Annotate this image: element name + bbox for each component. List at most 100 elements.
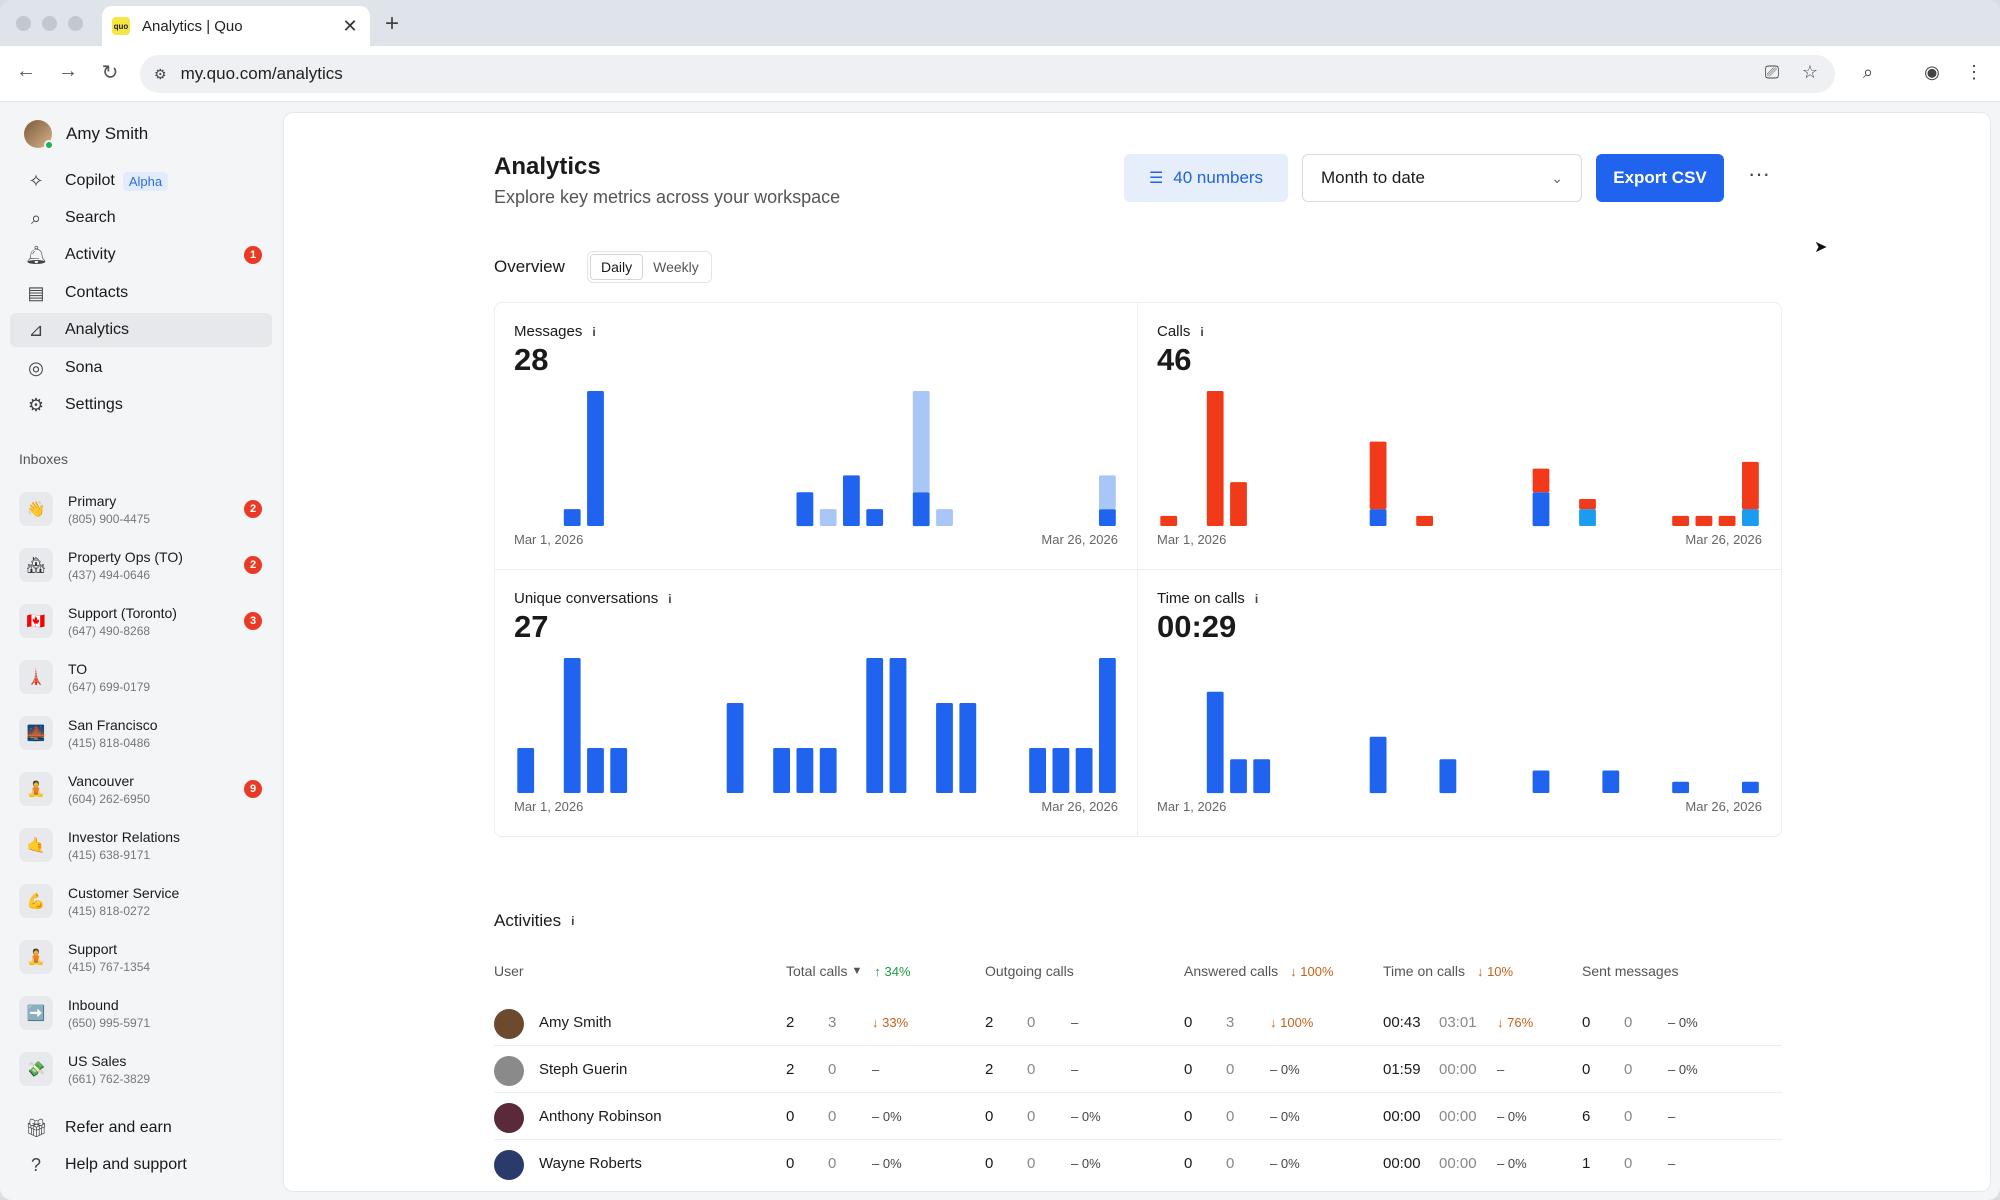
forward-arrow-icon[interactable]: →: [58, 60, 78, 82]
info-icon[interactable]: i: [592, 324, 596, 339]
sidebar-inbox-item[interactable]: 💸 US Sales (661) 762-3829: [10, 1045, 272, 1093]
chart-bar[interactable]: [563, 658, 581, 793]
chart-bar[interactable]: [773, 748, 790, 793]
url-field[interactable]: ⚙ my.quo.com/analytics: [140, 55, 1835, 93]
column-header-outgoing-calls[interactable]: Outgoing calls: [985, 963, 1074, 979]
column-header-total-calls[interactable]: Total calls ▼ ↑ 34%: [786, 963, 911, 979]
chart-bar[interactable]: [1369, 441, 1387, 510]
chart-bar[interactable]: [610, 748, 628, 793]
chart-bar[interactable]: [517, 748, 535, 793]
new-tab-plus-icon[interactable]: +: [385, 10, 400, 37]
column-header-answered-calls[interactable]: Answered calls ↓ 100%: [1184, 963, 1334, 979]
chart-bar[interactable]: [819, 748, 837, 793]
table-row[interactable]: Steph Guerin 2 0 – 2 0 – 0 0 – 0% 01:59 00:00 – 0 0 – 0…: [494, 1047, 1782, 1093]
chart-bar[interactable]: [726, 703, 744, 793]
column-header-sent-messages[interactable]: Sent messages: [1582, 963, 1679, 979]
browser-tab[interactable]: quo Analytics | Quo ✕: [102, 6, 370, 46]
chart-bar[interactable]: [1672, 781, 1689, 794]
sidebar-item-contacts[interactable]: ▤ Contacts: [10, 276, 272, 310]
tab-daily[interactable]: Daily: [590, 254, 644, 280]
sidebar-inbox-item[interactable]: 🏘 Property Ops (TO) (437) 494-0646 2: [10, 541, 272, 589]
chart-bar[interactable]: [1230, 482, 1247, 526]
sidebar-inbox-item[interactable]: 🌉 San Francisco (415) 818-0486: [10, 709, 272, 757]
window-minimize-button[interactable]: [42, 16, 57, 31]
chart-bar[interactable]: [1099, 658, 1116, 793]
chart-bar[interactable]: [1602, 770, 1620, 794]
install-app-icon[interactable]: ⎚: [1764, 62, 1780, 82]
chart-bar[interactable]: [1075, 748, 1093, 793]
chart-bar[interactable]: [936, 509, 953, 526]
chart-bar[interactable]: [889, 658, 907, 793]
back-arrow-icon[interactable]: ←: [16, 60, 36, 82]
date-range-select[interactable]: Month to date ⌄: [1302, 154, 1582, 202]
chart-bar[interactable]: [1029, 748, 1046, 793]
sidebar-item-sona[interactable]: ◎ Sona: [10, 351, 272, 385]
table-row[interactable]: Amy Smith 2 3 ↓ 33% 2 0 – 0 3 ↓ 100% 00:43 03:01 ↓ 7…: [494, 1000, 1782, 1046]
chart-bar[interactable]: [1532, 468, 1550, 493]
bookmark-star-icon[interactable]: ☆: [1801, 62, 1819, 82]
sidebar-inbox-item[interactable]: 🇨🇦 Support (Toronto) (647) 490-8268 3: [10, 597, 272, 645]
tab-search-icon[interactable]: ⌕: [1862, 62, 1874, 82]
window-close-button[interactable]: [16, 16, 31, 31]
chart-bar[interactable]: [1439, 759, 1457, 794]
chart-bar[interactable]: [912, 391, 930, 493]
chart-bar[interactable]: [1672, 515, 1689, 526]
chart-bar[interactable]: [1579, 499, 1596, 510]
sidebar-inbox-item[interactable]: 🧘 Support (415) 767-1354: [10, 933, 272, 981]
current-user[interactable]: Amy Smith: [24, 120, 148, 150]
sidebar-inbox-item[interactable]: 🤙 Investor Relations (415) 638-9171: [10, 821, 272, 869]
chart-bar[interactable]: [796, 748, 814, 793]
chart-bar[interactable]: [1742, 781, 1759, 794]
reload-icon[interactable]: ↻: [101, 62, 119, 84]
sidebar-item-activity[interactable]: 🔔︎ Activity 1: [10, 238, 272, 272]
chart-bar[interactable]: [587, 748, 604, 793]
chart-bar[interactable]: [1742, 509, 1759, 526]
profile-icon[interactable]: ◉: [1924, 62, 1940, 82]
chart-bar[interactable]: [1369, 736, 1387, 794]
sidebar-item-refer[interactable]: 🎁︎ Refer and earn: [10, 1111, 272, 1145]
numbers-filter-button[interactable]: ☰ 40 numbers: [1124, 154, 1288, 202]
chart-bar[interactable]: [1099, 475, 1116, 510]
chart-bar[interactable]: [587, 391, 604, 526]
window-zoom-button[interactable]: [68, 16, 83, 31]
chart-bar[interactable]: [563, 509, 581, 526]
chart-bar[interactable]: [819, 509, 837, 526]
chart-bar[interactable]: [1695, 515, 1713, 526]
tab-weekly[interactable]: Weekly: [653, 259, 699, 275]
info-icon[interactable]: i: [668, 591, 672, 606]
more-options-button[interactable]: ···: [1748, 161, 1770, 186]
chart-bar[interactable]: [1099, 509, 1116, 526]
site-settings-icon[interactable]: ⚙: [154, 65, 167, 82]
chart-bar[interactable]: [1369, 509, 1387, 526]
sidebar-inbox-item[interactable]: ➡️ Inbound (650) 995-5971: [10, 989, 272, 1037]
sidebar-item-help[interactable]: ? Help and support: [10, 1148, 272, 1182]
chart-bar[interactable]: [1579, 509, 1596, 526]
sidebar-inbox-item[interactable]: 🗼 TO (647) 699-0179: [10, 653, 272, 701]
table-row[interactable]: Anthony Robinson 0 0 – 0% 0 0 – 0% 0 0 – 0% 00:00 0…: [494, 1094, 1782, 1140]
chart-bar[interactable]: [1206, 391, 1224, 526]
chart-bar[interactable]: [1416, 515, 1433, 526]
sidebar-item-search[interactable]: ⌕ Search: [10, 201, 272, 235]
sidebar-item-copilot[interactable]: ✧ Copilot Alpha: [10, 164, 272, 198]
info-icon[interactable]: i: [1200, 324, 1204, 339]
export-csv-button[interactable]: Export CSV: [1596, 154, 1724, 202]
chart-bar[interactable]: [796, 492, 814, 527]
chart-bar[interactable]: [1206, 691, 1224, 794]
table-row[interactable]: Wayne Roberts 0 0 – 0% 0 0 – 0% 0 0 – 0% 00:00 00:0…: [494, 1141, 1782, 1187]
chart-bar[interactable]: [1532, 492, 1550, 527]
chart-bar[interactable]: [959, 703, 977, 793]
chart-bar[interactable]: [1052, 748, 1070, 793]
chart-bar[interactable]: [1532, 770, 1550, 794]
chart-bar[interactable]: [1160, 515, 1178, 526]
chart-bar[interactable]: [843, 475, 860, 526]
info-icon[interactable]: i: [571, 914, 575, 928]
chart-bar[interactable]: [936, 703, 953, 793]
chart-bar[interactable]: [1718, 515, 1736, 526]
sidebar-inbox-item[interactable]: 💪 Customer Service (415) 818-0272: [10, 877, 272, 925]
sidebar-item-settings[interactable]: ⚙ Settings: [10, 388, 272, 422]
tab-close-icon[interactable]: ✕: [342, 15, 358, 36]
chart-bar[interactable]: [1742, 461, 1759, 510]
sidebar-item-analytics[interactable]: ⊿ Analytics: [10, 313, 272, 347]
sidebar-inbox-item[interactable]: 👋 Primary (805) 900-4475 2: [10, 485, 272, 533]
sidebar-inbox-item[interactable]: 🧘 Vancouver (604) 262-6950 9: [10, 765, 272, 813]
